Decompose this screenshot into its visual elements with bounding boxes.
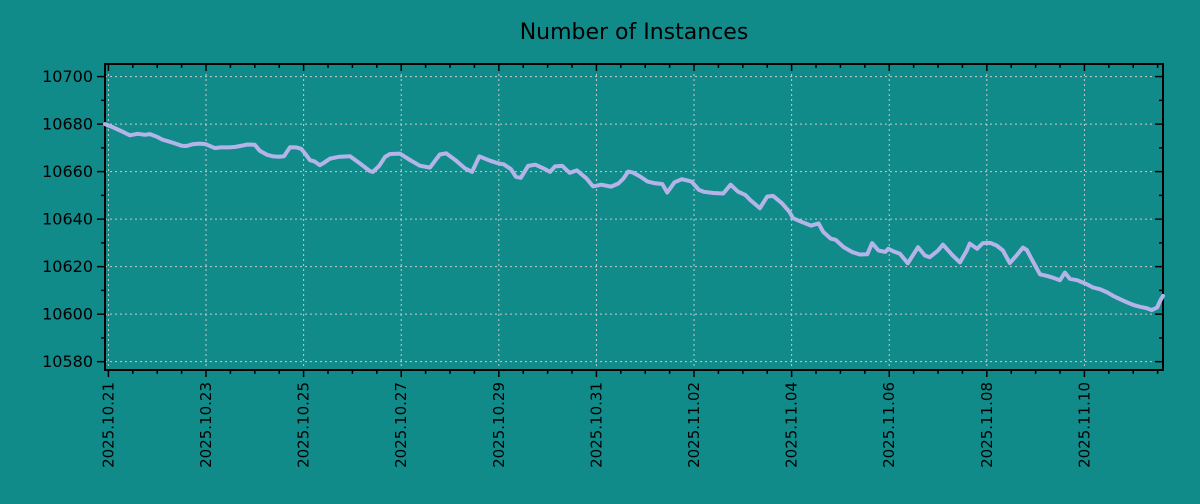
plot-area: 10580 10600 10620 10640 10660 10680 10700 2025.… — [42, 63, 1165, 468]
data-line-instances — [103, 122, 1165, 313]
y-tick-labels: 10580 10600 10620 10640 10660 10680 10700 — [42, 67, 93, 371]
y-tick-label: 10620 — [42, 257, 93, 276]
x-tick-labels: 2025.10.21 2025.10.23 2025.10.25 2025.10.27… — [99, 382, 1093, 468]
x-tick-label: 2025.10.21 — [99, 382, 117, 468]
x-tick-label: 2025.11.02 — [685, 382, 703, 468]
y-tick-label: 10580 — [42, 352, 93, 371]
x-tick-label: 2025.10.29 — [490, 382, 508, 468]
y-tick-label: 10640 — [42, 210, 93, 229]
plot-border — [104, 63, 1164, 371]
x-tick-label: 2025.11.06 — [880, 382, 898, 468]
grid-lines — [105, 64, 1163, 370]
y-tick-label: 10600 — [42, 305, 93, 324]
chart-title: Number of Instances — [520, 20, 749, 45]
x-tick-label: 2025.10.31 — [587, 382, 605, 468]
x-tick-label: 2025.10.23 — [197, 382, 215, 468]
x-tick-label: 2025.10.27 — [392, 382, 410, 468]
x-tick-label: 2025.10.25 — [295, 382, 313, 468]
y-tick-label: 10680 — [42, 115, 93, 134]
y-tick-label: 10660 — [42, 162, 93, 181]
x-tick-label: 2025.11.08 — [978, 382, 996, 468]
x-tick-label: 2025.11.10 — [1075, 382, 1093, 468]
x-tick-label: 2025.11.04 — [783, 382, 801, 468]
y-tick-label: 10700 — [42, 67, 93, 86]
